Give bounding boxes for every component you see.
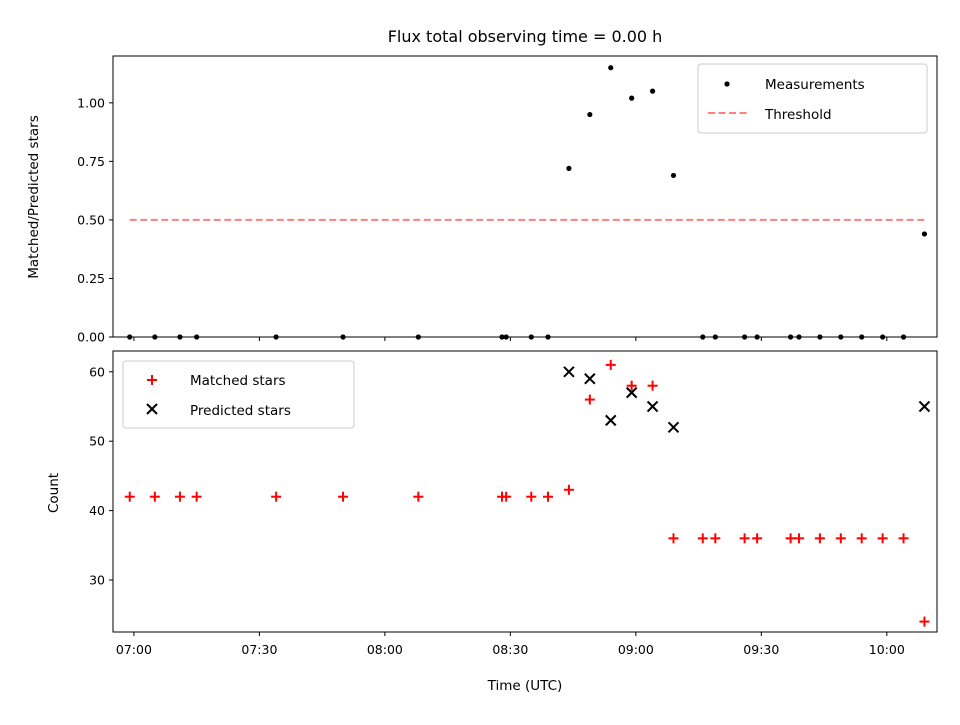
ytick-label: 0.25	[77, 271, 105, 286]
x-stroke	[146, 403, 158, 415]
axes-frame	[112, 55, 938, 338]
matched-stars-point	[752, 533, 763, 544]
legend-marker-matched	[147, 375, 157, 385]
matched-stars-point	[271, 491, 282, 502]
matched-stars-point	[605, 359, 616, 370]
top-panel-title: Flux total observing time = 0.00 h	[388, 27, 663, 46]
matched-stars-point	[856, 533, 867, 544]
predicted-stars-point	[646, 400, 659, 413]
measurement-point	[608, 65, 614, 71]
matched-stars-point	[191, 491, 202, 502]
xtick-label: 09:00	[618, 642, 654, 657]
legend-box	[122, 360, 355, 429]
matched-stars-point	[919, 616, 930, 627]
measurement-point	[587, 111, 593, 118]
ytick-label: 60	[89, 364, 105, 379]
matched-stars-point	[835, 533, 846, 544]
measurement-point	[670, 172, 677, 179]
legend: Matched stars Predicted stars	[122, 360, 355, 429]
predicted-stars-point	[667, 421, 680, 434]
ytick-label: 0.75	[77, 154, 105, 169]
x-stroke	[918, 400, 931, 413]
legend-label-matched: Matched stars	[190, 373, 286, 389]
measurement-point	[921, 231, 928, 237]
x-stroke	[563, 366, 575, 378]
matched-stars-point	[785, 533, 796, 544]
predicted-stars-point	[563, 366, 575, 378]
matched-stars-point	[898, 533, 909, 544]
matched-stars-point	[501, 491, 512, 502]
ytick-label: 0.50	[77, 212, 105, 227]
top-panel-ylabel: Matched/Predicted stars	[26, 115, 42, 278]
xtick-label: 09:30	[743, 642, 779, 657]
matched-stars-point	[338, 491, 349, 502]
matched-stars-point	[647, 380, 658, 391]
legend-box	[697, 63, 928, 134]
xtick-label: 07:30	[241, 642, 277, 657]
matched-stars-point	[668, 533, 679, 544]
matched-stars-point	[543, 491, 554, 502]
matched-stars-point	[697, 533, 708, 544]
matched-stars-point	[563, 484, 574, 495]
predicted-stars-point	[918, 400, 931, 413]
x-stroke	[667, 421, 680, 434]
xtick-label: 08:00	[367, 642, 403, 657]
x-stroke	[584, 373, 596, 385]
x-stroke	[646, 400, 659, 413]
ytick-label: 40	[89, 503, 105, 518]
matched-stars-point	[877, 533, 888, 544]
legend-label-measurements: Measurements	[765, 77, 865, 93]
legend-marker-predicted	[146, 403, 158, 415]
xtick-label: 07:00	[116, 642, 152, 657]
predicted-stars-point	[625, 386, 638, 399]
ytick-label: 1.00	[77, 95, 105, 110]
matched-stars-point	[710, 533, 721, 544]
xtick-label: 08:30	[492, 642, 528, 657]
matched-stars-point	[124, 491, 135, 502]
matched-stars-point	[814, 533, 825, 544]
ytick-label: 30	[89, 572, 105, 587]
xtick-label: 10:00	[869, 642, 905, 657]
top-panel: 0.00 0.25 0.50 0.75 1.00 Measurements Threshol…	[77, 55, 938, 345]
legend: Measurements Threshold	[697, 63, 928, 134]
ytick-label: 0.00	[77, 330, 105, 345]
matched-stars-point	[584, 394, 595, 405]
bottom-panel-xlabel: Time (UTC)	[487, 678, 563, 694]
matched-stars-point	[626, 380, 637, 391]
measurement-point	[629, 95, 635, 101]
ytick-label: 50	[89, 434, 105, 449]
predicted-stars-point	[605, 414, 617, 427]
matched-stars-point	[413, 491, 424, 502]
measurement-point	[566, 165, 572, 171]
matched-stars-point	[793, 533, 804, 544]
matched-stars-point	[149, 491, 160, 502]
axes-frame	[112, 350, 938, 633]
legend-label-predicted: Predicted stars	[190, 403, 291, 419]
x-stroke	[625, 386, 638, 399]
measurement-point	[649, 88, 656, 94]
matched-stars-point	[526, 491, 537, 502]
bottom-panel-ylabel: Count	[46, 473, 62, 513]
x-stroke	[605, 414, 617, 427]
matched-stars-point	[739, 533, 750, 544]
legend-label-threshold: Threshold	[764, 107, 832, 123]
predicted-stars-point	[584, 373, 596, 385]
legend-marker-measurements	[724, 81, 730, 87]
matched-stars-point	[174, 491, 185, 502]
bottom-panel: 30 40 50 60 07:00 07:30 08:00 08:30 09:00 09:30 10…	[89, 350, 938, 657]
